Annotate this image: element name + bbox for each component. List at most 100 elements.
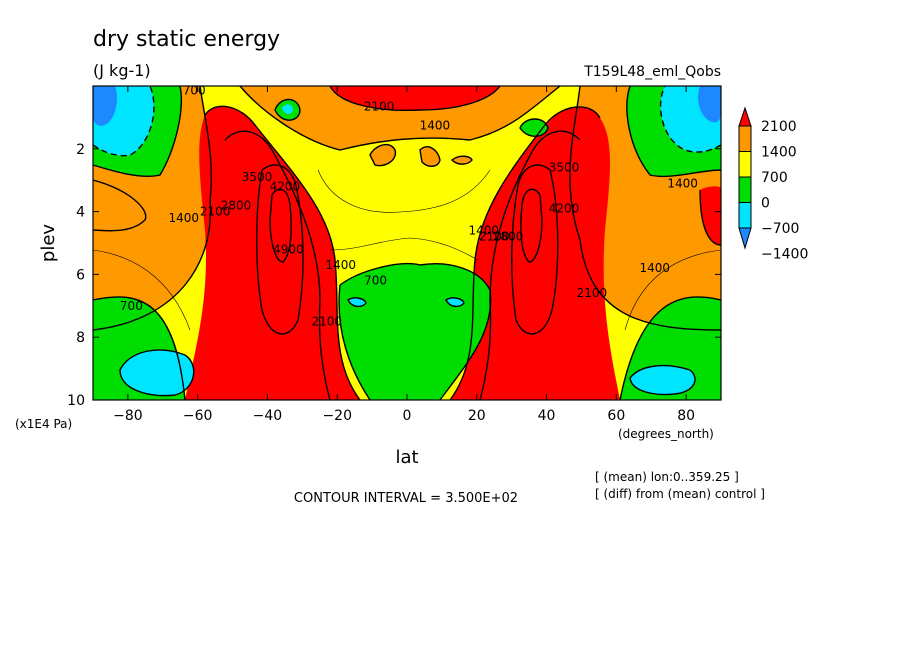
- contour-line: [338, 284, 371, 400]
- contour-line: [93, 86, 182, 178]
- contour-fill-field: [93, 86, 721, 400]
- x-tick-label: 80: [677, 408, 695, 424]
- level-fill-neg1400-nh-top: [698, 86, 721, 123]
- contour-line: [511, 164, 559, 335]
- contour-line: [569, 86, 721, 331]
- note-diff-control: [ (diff) from (mean) control ]: [595, 487, 765, 501]
- contour-value-label: 2100: [200, 205, 231, 219]
- contour-line: [329, 237, 479, 261]
- contour-line: [445, 297, 465, 308]
- contour-value-label: 1400: [667, 176, 698, 190]
- contour-line: [419, 146, 441, 167]
- contour-line: [624, 249, 721, 331]
- contour-value-label: 1400: [420, 118, 451, 132]
- colorbar-level-label: 2100: [761, 119, 797, 135]
- colorbar-level-label: 700: [761, 170, 788, 186]
- colorbar-top-arrow: [738, 106, 752, 127]
- colorbar-swatch: [738, 151, 752, 178]
- contour-line: [224, 130, 331, 400]
- contour-value-label: 700: [120, 299, 143, 313]
- contour-value-label: 4900: [273, 242, 304, 256]
- colorbar-level-label: 0: [761, 196, 770, 212]
- contour-value-label: 4200: [549, 201, 580, 215]
- contour-line: [339, 263, 492, 400]
- contour-value-label: 1400: [168, 211, 199, 225]
- colorbar-level-label: 1400: [761, 145, 797, 161]
- run-label: T159L48_eml_Qobs: [583, 64, 721, 80]
- contour-line: [347, 297, 367, 308]
- contour-value-label: 2100: [577, 286, 608, 300]
- contour-value-label: 2800: [493, 230, 524, 244]
- y-tick-label: 4: [76, 205, 85, 221]
- y-tick-label: 10: [67, 393, 85, 409]
- contour-line: [93, 86, 155, 157]
- level-fill-2100-nh-tower: [450, 106, 620, 400]
- colorbar-level-label: −1400: [761, 247, 808, 263]
- contour-line: [369, 143, 397, 167]
- contour-line: [93, 296, 186, 400]
- contour-line: [479, 130, 581, 400]
- chart-title: dry static energy: [93, 27, 280, 52]
- contour-line: [699, 189, 721, 246]
- contour-line: [329, 86, 501, 112]
- contour-value-label: 1400: [468, 223, 499, 237]
- level-fill-2100-sh-tower: [185, 106, 360, 400]
- contour-line: [204, 105, 361, 400]
- level-fill-2100-nh-edge: [700, 186, 721, 245]
- level-fill-neg700-blob-sh: [282, 104, 293, 114]
- contour-value-label: 700: [364, 274, 387, 288]
- x-axis-ticks: −80 −60 −40 −20 0 20 40 60 80: [113, 86, 695, 424]
- level-fill-1400-sh-mid: [93, 180, 146, 231]
- level-fill-2100-top: [330, 86, 500, 111]
- contour-line: [519, 118, 549, 137]
- contour-value-label: 2100: [479, 230, 510, 244]
- colorbar-swatch: [738, 176, 752, 203]
- contour-line: [626, 86, 721, 178]
- colorbar-swatch: [738, 125, 752, 152]
- colorbar: 2100 1400 700 0 −700 −1400: [738, 106, 808, 263]
- contour-line: [269, 188, 292, 263]
- x-axis-units: (degrees_north): [618, 427, 714, 441]
- contour-interval-label: CONTOUR INTERVAL = 3.500E+02: [294, 491, 518, 506]
- colorbar-level-label: −700: [761, 221, 799, 237]
- contour-line: [93, 249, 191, 331]
- level-fill-1400-top: [240, 86, 560, 150]
- contour-value-label: 3500: [242, 170, 273, 184]
- x-tick-label: −40: [253, 408, 283, 424]
- level-fill-neg1400-sh-top: [93, 86, 117, 126]
- contour-value-label: 2100: [311, 315, 342, 329]
- contour-line: [619, 296, 721, 400]
- contour-value-label: 1400: [325, 258, 356, 272]
- x-tick-label: 0: [403, 408, 412, 424]
- y-tick-label: 6: [76, 267, 85, 283]
- contour-value-label: 1400: [639, 261, 670, 275]
- thin-contour-lines: [93, 169, 721, 331]
- x-tick-label: −60: [183, 408, 213, 424]
- contour-line: [119, 349, 195, 397]
- y-axis-units: (x1E4 Pa): [15, 417, 72, 431]
- contour-line: [449, 106, 601, 400]
- contour-line: [629, 364, 696, 396]
- level-fill-1400-blob3: [452, 156, 472, 165]
- contour-line: [256, 164, 304, 335]
- colorbar-bottom-arrow: [738, 227, 752, 250]
- x-tick-label: 40: [538, 408, 556, 424]
- level-fill-neg700-nh-bottom: [630, 365, 695, 395]
- level-fill-0-blob-nh: [520, 119, 548, 137]
- colorbar-swatch: [738, 202, 752, 229]
- x-axis-title: lat: [395, 447, 418, 468]
- y-axis-ticks: 2 4 6 8 10: [67, 142, 721, 409]
- y-axis-title: plev: [38, 224, 59, 263]
- contour-line: [93, 86, 213, 331]
- contour-line: [520, 188, 543, 263]
- level-fill-1400-blob1: [370, 144, 396, 166]
- contour-value-label: 2800: [221, 198, 252, 212]
- y-tick-label: 8: [76, 330, 85, 346]
- contour-line: [93, 179, 147, 232]
- note-mean-lon: [ (mean) lon:0..359.25 ]: [595, 470, 739, 484]
- units-label: (J kg-1): [93, 61, 151, 80]
- contour-line: [450, 155, 473, 165]
